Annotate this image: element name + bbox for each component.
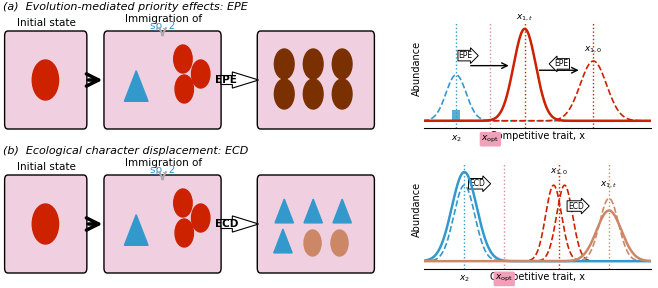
Text: Immigration of: Immigration of (124, 14, 202, 24)
Circle shape (332, 79, 352, 109)
Polygon shape (124, 215, 148, 245)
Y-axis label: Abundance: Abundance (412, 41, 422, 96)
X-axis label: Competitive trait, x: Competitive trait, x (490, 272, 586, 282)
Text: EPE: EPE (459, 51, 473, 60)
Circle shape (274, 79, 294, 109)
Circle shape (274, 49, 294, 79)
Text: ECD: ECD (215, 219, 238, 229)
Text: $x_2$: $x_2$ (451, 134, 461, 144)
Circle shape (174, 189, 192, 217)
Circle shape (191, 60, 210, 88)
Text: $x_{\mathrm{opt}}$: $x_{\mathrm{opt}}$ (495, 273, 513, 285)
Text: (b)  Ecological character displacement: ECD: (b) Ecological character displacement: E… (3, 146, 248, 156)
Text: EPE: EPE (215, 75, 237, 85)
Text: (a)  Evolution-mediated priority effects: EPE: (a) Evolution-mediated priority effects:… (3, 2, 247, 12)
Circle shape (331, 230, 348, 256)
FancyBboxPatch shape (5, 175, 87, 273)
Circle shape (175, 219, 193, 247)
Circle shape (191, 204, 210, 232)
Polygon shape (221, 72, 259, 88)
Text: sp. 2: sp. 2 (151, 165, 176, 175)
Text: EPE: EPE (555, 59, 569, 69)
Text: $x_{1,0}$: $x_{1,0}$ (584, 44, 603, 55)
Text: Initial state: Initial state (16, 162, 76, 172)
Polygon shape (124, 71, 148, 101)
FancyBboxPatch shape (257, 31, 374, 129)
Text: ECD: ECD (469, 179, 485, 188)
Circle shape (332, 49, 352, 79)
Text: $x_2$: $x_2$ (459, 273, 470, 284)
Polygon shape (304, 199, 322, 223)
Polygon shape (275, 199, 293, 223)
FancyBboxPatch shape (104, 175, 221, 273)
Circle shape (174, 45, 192, 73)
Polygon shape (274, 229, 292, 253)
Circle shape (175, 75, 193, 103)
Polygon shape (221, 216, 259, 232)
Circle shape (303, 49, 323, 79)
FancyBboxPatch shape (257, 175, 374, 273)
Text: $x_{1,t}$: $x_{1,t}$ (600, 180, 618, 190)
Text: Immigration of: Immigration of (124, 158, 202, 168)
Y-axis label: Abundance: Abundance (412, 182, 422, 237)
Circle shape (303, 79, 323, 109)
Polygon shape (333, 199, 351, 223)
X-axis label: Competitive trait, x: Competitive trait, x (490, 131, 586, 141)
Bar (453, 110, 460, 121)
Text: Initial state: Initial state (16, 18, 76, 28)
Text: sp. 2: sp. 2 (151, 21, 176, 31)
Text: $x_{1,t}$: $x_{1,t}$ (516, 13, 534, 23)
Text: ECD: ECD (568, 202, 584, 211)
Circle shape (32, 204, 59, 244)
Circle shape (304, 230, 321, 256)
Text: $x_{1,0}$: $x_{1,0}$ (550, 167, 569, 177)
Circle shape (32, 60, 59, 100)
FancyBboxPatch shape (5, 31, 87, 129)
FancyBboxPatch shape (104, 31, 221, 129)
Text: $x_{\mathrm{opt}}$: $x_{\mathrm{opt}}$ (482, 134, 499, 145)
